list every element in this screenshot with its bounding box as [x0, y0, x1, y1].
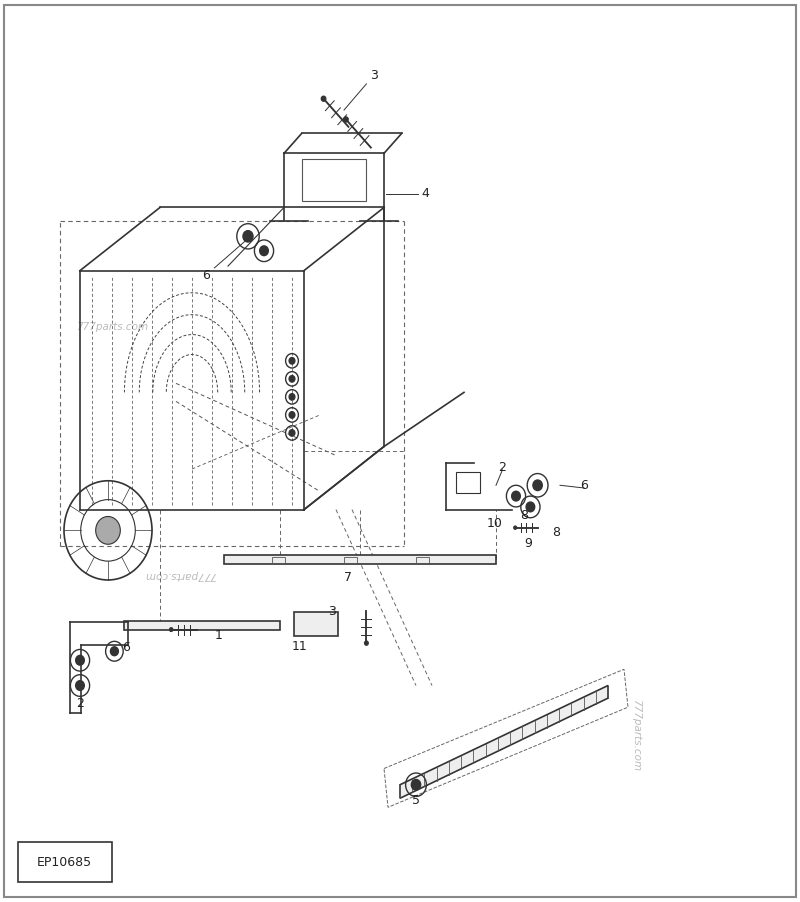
Circle shape — [533, 480, 542, 491]
Circle shape — [289, 393, 295, 400]
Circle shape — [96, 517, 120, 544]
Text: 1: 1 — [214, 630, 222, 642]
Bar — [224, 555, 496, 564]
Text: 777parts.com: 777parts.com — [76, 321, 148, 332]
Circle shape — [411, 779, 421, 790]
Text: 6: 6 — [122, 641, 130, 654]
Circle shape — [512, 492, 520, 501]
Circle shape — [526, 502, 534, 511]
Text: 10: 10 — [486, 517, 502, 529]
Bar — [272, 557, 285, 563]
Circle shape — [110, 647, 118, 656]
Circle shape — [322, 97, 326, 101]
Text: 4: 4 — [422, 188, 430, 200]
Bar — [344, 557, 357, 563]
Circle shape — [243, 231, 253, 242]
Text: 3: 3 — [328, 605, 336, 618]
Bar — [456, 472, 480, 493]
Circle shape — [170, 628, 173, 631]
Circle shape — [289, 411, 295, 419]
Circle shape — [289, 429, 295, 437]
Circle shape — [344, 117, 348, 122]
Text: 9: 9 — [524, 537, 532, 549]
Text: 11: 11 — [292, 640, 308, 653]
Text: 6: 6 — [202, 269, 210, 281]
Circle shape — [365, 641, 368, 645]
Text: 6: 6 — [580, 479, 588, 492]
Circle shape — [76, 681, 84, 690]
Text: 777parts.com: 777parts.com — [631, 699, 641, 771]
Polygon shape — [400, 686, 608, 798]
Circle shape — [289, 375, 295, 382]
Bar — [416, 557, 429, 563]
Circle shape — [289, 357, 295, 364]
Bar — [18, 842, 112, 882]
Text: 777parts.com: 777parts.com — [144, 570, 216, 581]
Text: 7: 7 — [344, 571, 352, 584]
Text: 5: 5 — [412, 795, 420, 807]
Text: 8: 8 — [520, 510, 528, 522]
Bar — [302, 159, 366, 201]
Circle shape — [514, 526, 517, 529]
Text: 3: 3 — [370, 69, 378, 82]
Circle shape — [260, 246, 268, 255]
Circle shape — [76, 656, 84, 665]
Text: EP10685: EP10685 — [38, 856, 92, 869]
Bar — [294, 612, 338, 636]
Text: 2: 2 — [498, 461, 506, 474]
Bar — [124, 621, 280, 630]
Text: 8: 8 — [552, 526, 560, 538]
Text: 2: 2 — [76, 697, 84, 710]
